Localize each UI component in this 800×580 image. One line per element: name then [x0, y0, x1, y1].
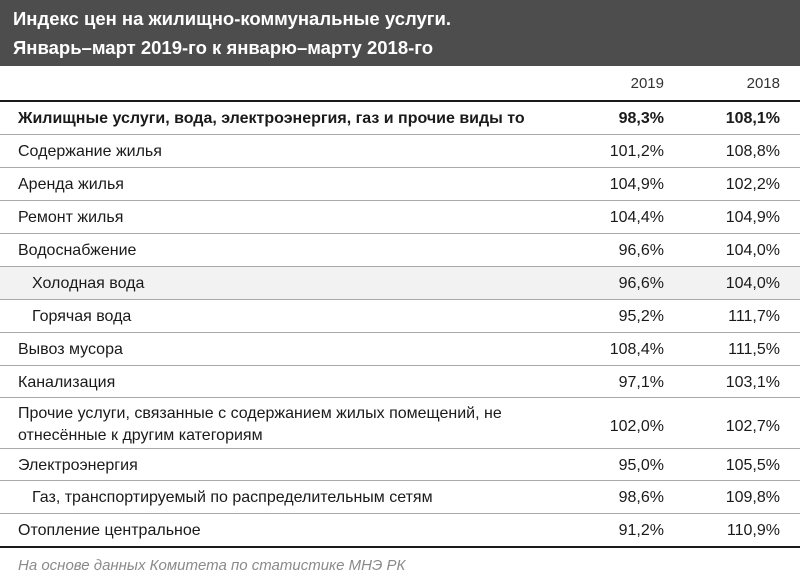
- column-headers: 2019 2018: [0, 66, 800, 100]
- row-value-2019: 108,4%: [609, 341, 664, 358]
- row-label: Отопление центральное: [18, 522, 201, 539]
- row-value-2019: 95,2%: [618, 308, 664, 325]
- row-value-2019: 104,9%: [609, 176, 664, 193]
- table-row: Электроэнергия 95,0% 105,5%: [0, 448, 800, 480]
- row-label: Электроэнергия: [18, 457, 138, 474]
- table-row: Прочие услуги, связанные с содержанием ж…: [0, 397, 800, 448]
- table-header: Индекс цен на жилищно-коммунальные услуг…: [0, 0, 800, 66]
- row-value-2018: 110,9%: [726, 522, 780, 539]
- row-value-2019: 98,3%: [618, 110, 664, 127]
- table-row: Аренда жилья 104,9% 102,2%: [0, 167, 800, 200]
- row-value-2018: 104,0%: [725, 242, 780, 259]
- table-row: Содержание жилья 101,2% 108,8%: [0, 134, 800, 167]
- row-label: Газ, транспортируемый по распределительн…: [32, 489, 433, 506]
- table-row: Газ, транспортируемый по распределительн…: [0, 480, 800, 513]
- row-value-2018: 109,8%: [725, 489, 780, 506]
- row-value-2018: 103,1%: [725, 374, 780, 391]
- row-value-2018: 104,0%: [725, 275, 780, 292]
- row-value-2019: 96,6%: [618, 242, 664, 259]
- row-label: Ремонт жилья: [18, 209, 124, 226]
- table-row: Горячая вода 95,2% 111,7%: [0, 299, 800, 332]
- table-row: Холодная вода 96,6% 104,0%: [0, 266, 800, 299]
- row-label: Прочие услуги, связанные с содержанием ж…: [18, 405, 502, 444]
- row-label: Горячая вода: [32, 308, 132, 325]
- row-label: Водоснабжение: [18, 242, 137, 259]
- row-value-2018: 111,7%: [728, 308, 780, 325]
- table-title: Индекс цен на жилищно-коммунальные услуг…: [13, 8, 451, 29]
- table-row: Канализация 97,1% 103,1%: [0, 365, 800, 397]
- row-value-2018: 105,5%: [725, 457, 780, 474]
- row-label: Канализация: [18, 374, 116, 391]
- row-value-2019: 102,0%: [609, 418, 664, 435]
- row-value-2018: 102,7%: [725, 418, 780, 435]
- row-value-2019: 96,6%: [618, 275, 664, 292]
- row-value-2019: 95,0%: [618, 457, 664, 474]
- table-row: Вывоз мусора 108,4% 111,5%: [0, 332, 800, 365]
- column-header-2019: 2019: [630, 75, 664, 92]
- row-value-2019: 104,4%: [609, 209, 664, 226]
- row-label: Холодная вода: [32, 275, 145, 292]
- row-label: Аренда жилья: [18, 176, 124, 193]
- row-value-2018: 111,5%: [728, 341, 780, 358]
- row-value-2018: 104,9%: [725, 209, 780, 226]
- table-row: Отопление центральное 91,2% 110,9%: [0, 513, 800, 546]
- row-value-2018: 108,8%: [725, 143, 780, 160]
- column-header-2018: 2018: [746, 75, 780, 92]
- row-value-2019: 97,1%: [618, 374, 664, 391]
- row-value-2018: 102,2%: [725, 176, 780, 193]
- table-row: Водоснабжение 96,6% 104,0%: [0, 233, 800, 266]
- table-row: Ремонт жилья 104,4% 104,9%: [0, 200, 800, 233]
- row-label: Вывоз мусора: [18, 341, 123, 358]
- row-value-2018: 108,1%: [725, 110, 780, 127]
- table-row: Жилищные услуги, вода, электроэнергия, г…: [0, 100, 800, 134]
- row-value-2019: 98,6%: [618, 489, 664, 506]
- row-label: Содержание жилья: [18, 143, 162, 160]
- table-body: Жилищные услуги, вода, электроэнергия, г…: [0, 100, 800, 546]
- row-value-2019: 101,2%: [609, 143, 664, 160]
- row-label: Жилищные услуги, вода, электроэнергия, г…: [18, 110, 525, 127]
- source-note: На основе данных Комитета по статистике …: [0, 546, 800, 574]
- table-subtitle: Январь–март 2019-го к январю–марту 2018-…: [13, 37, 434, 58]
- row-value-2019: 91,2%: [618, 522, 664, 539]
